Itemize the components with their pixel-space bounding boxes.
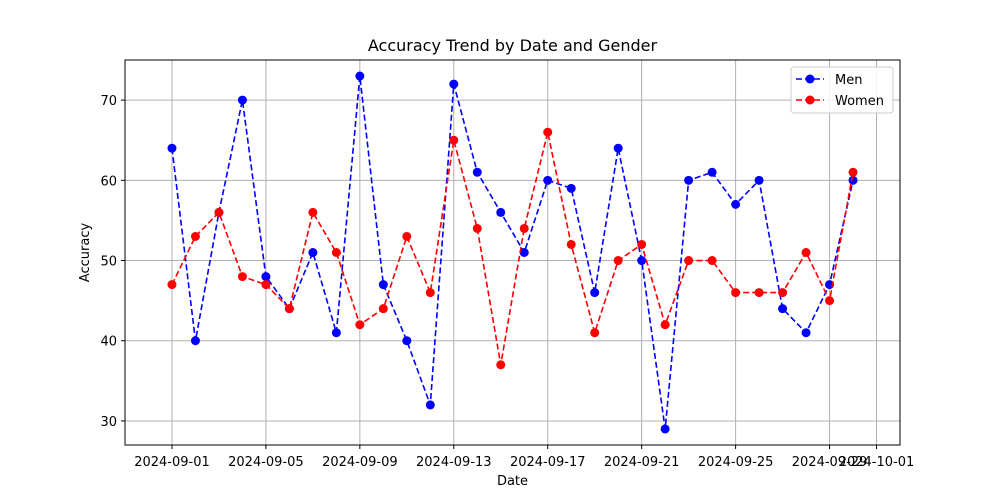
x-tick-label: 2024-09-29: [792, 455, 868, 470]
data-point-women: [566, 239, 576, 249]
data-point-men: [472, 167, 482, 177]
data-point-men: [637, 256, 647, 266]
data-point-women: [449, 135, 459, 145]
x-tick-label: 2024-09-25: [698, 455, 774, 470]
data-point-men: [425, 400, 435, 410]
legend-label-men: Men: [835, 73, 862, 88]
data-point-men: [566, 183, 576, 193]
data-point-women: [543, 127, 553, 137]
data-point-women: [590, 328, 600, 338]
data-point-women: [519, 223, 529, 233]
data-point-men: [731, 199, 741, 209]
data-point-women: [331, 248, 341, 257]
data-point-women: [778, 288, 788, 298]
data-point-men: [331, 328, 341, 338]
data-point-men: [613, 143, 623, 153]
data-point-women: [496, 360, 506, 370]
data-point-men: [660, 424, 670, 434]
data-point-men: [308, 248, 318, 257]
x-tick-label: 2024-09-05: [228, 455, 304, 470]
x-tick-label: 2024-10-01: [839, 455, 915, 470]
data-point-women: [261, 280, 271, 290]
data-point-men: [848, 175, 858, 185]
data-point-men: [754, 175, 764, 185]
data-point-women: [754, 288, 764, 298]
data-point-women: [355, 320, 365, 330]
data-point-women: [167, 280, 177, 290]
data-point-women: [637, 239, 647, 249]
series-group: [167, 71, 858, 434]
data-point-women: [731, 288, 741, 298]
data-point-men: [707, 167, 717, 177]
data-point-men: [190, 336, 200, 346]
data-point-women: [237, 272, 247, 282]
data-point-men: [402, 336, 412, 346]
legend-label-women: Women: [835, 94, 884, 109]
legend-marker-men: [805, 74, 815, 84]
y-tick-label: 50: [100, 255, 117, 270]
ticks: 2024-09-01 2024-09-05 2024-09-09 2024-09-13…: [100, 94, 914, 470]
y-tick-label: 70: [100, 94, 117, 109]
data-point-women: [214, 207, 224, 217]
y-tick-label: 30: [100, 415, 117, 430]
data-point-men: [237, 95, 247, 105]
data-point-men: [543, 175, 553, 185]
x-tick-label: 2024-09-21: [604, 455, 680, 470]
data-point-women: [308, 207, 318, 217]
data-point-women: [378, 304, 388, 314]
grid: [125, 60, 900, 445]
data-point-men: [684, 175, 694, 185]
data-point-women: [613, 256, 623, 266]
data-point-women: [284, 304, 294, 314]
x-tick-label: 2024-09-13: [416, 455, 492, 470]
data-point-women: [190, 231, 200, 241]
data-point-men: [801, 328, 811, 338]
y-axis-label: Accuracy: [78, 223, 93, 283]
data-point-women: [707, 256, 717, 266]
data-point-men: [378, 280, 388, 290]
data-point-men: [167, 143, 177, 153]
legend: Men Women: [790, 66, 894, 114]
data-point-men: [590, 288, 600, 298]
data-point-men: [496, 207, 506, 217]
chart-title: Accuracy Trend by Date and Gender: [368, 36, 658, 55]
x-tick-label: 2024-09-17: [510, 455, 586, 470]
data-point-women: [801, 248, 811, 257]
data-point-men: [355, 71, 365, 81]
data-point-women: [660, 320, 670, 330]
data-point-women: [825, 296, 835, 306]
x-tick-label: 2024-09-09: [322, 455, 398, 470]
data-point-women: [472, 223, 482, 233]
data-point-men: [519, 248, 529, 257]
x-tick-label: 2024-09-01: [134, 455, 210, 470]
data-point-men: [449, 79, 459, 89]
legend-marker-women: [805, 95, 815, 105]
data-point-men: [261, 272, 271, 282]
series-line-men: [171, 75, 854, 430]
plot-frame: [124, 59, 901, 446]
y-tick-label: 60: [100, 174, 117, 189]
y-tick-label: 40: [100, 335, 117, 350]
data-point-men: [778, 304, 788, 314]
data-point-women: [425, 288, 435, 298]
data-point-women: [848, 167, 858, 177]
data-point-women: [402, 231, 412, 241]
x-axis-label: Date: [497, 474, 528, 489]
data-point-women: [684, 256, 694, 266]
